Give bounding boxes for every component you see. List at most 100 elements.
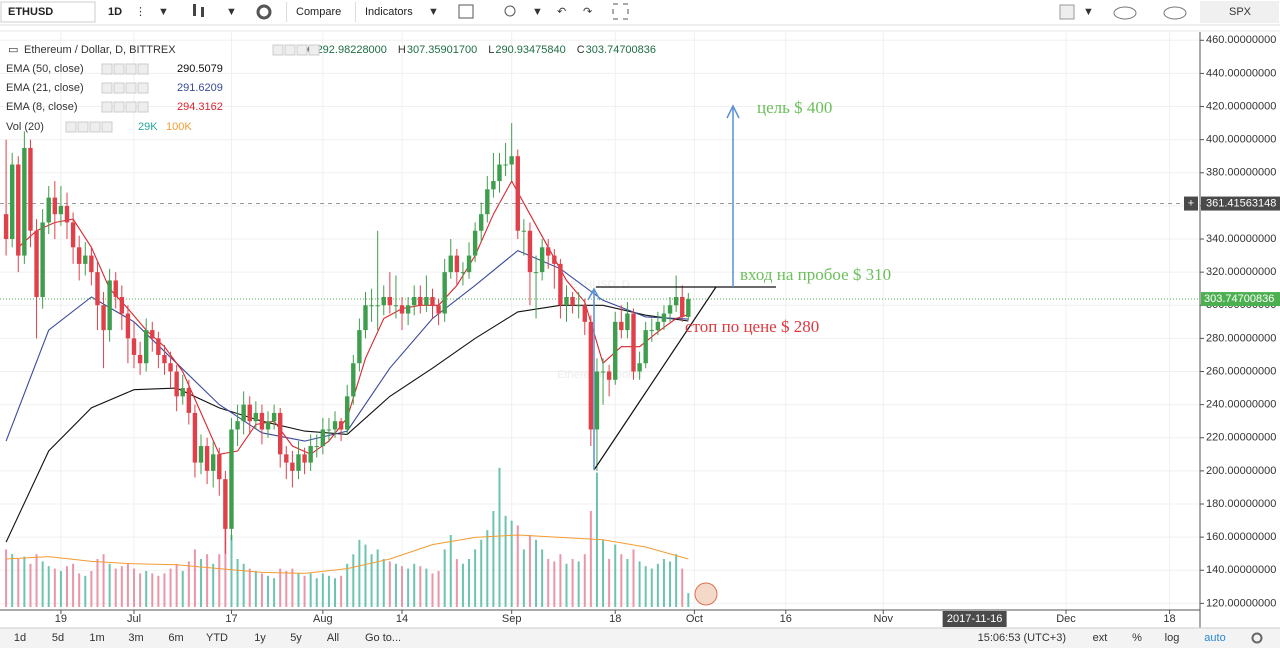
- volume-bar: [321, 573, 324, 607]
- volume-bar: [206, 554, 209, 607]
- legend-action-icon[interactable]: [137, 101, 149, 113]
- add-level-button[interactable]: [1184, 196, 1198, 211]
- range-button[interactable]: 5d: [52, 632, 64, 644]
- volume-bar: [407, 568, 410, 607]
- collapse-icon[interactable]: ▭: [8, 44, 18, 56]
- candle-body: [162, 354, 167, 364]
- legend-action-icon[interactable]: [125, 82, 137, 94]
- volume-bar: [382, 559, 385, 607]
- range-button[interactable]: 1d: [14, 632, 26, 644]
- volume-bar: [126, 563, 129, 607]
- volume-bar: [650, 568, 653, 607]
- range-button[interactable]: 5y: [290, 632, 302, 644]
- legend-action-icon[interactable]: [113, 101, 125, 113]
- range-button[interactable]: 3m: [128, 632, 143, 644]
- dropdown[interactable]: ▼: [428, 6, 439, 18]
- volume-bar: [11, 554, 14, 607]
- legend-action-icon[interactable]: [284, 44, 296, 56]
- candle-body: [3, 214, 9, 240]
- alert-icon[interactable]: [458, 4, 474, 19]
- cloud-upload[interactable]: [1163, 6, 1187, 20]
- candle-icon[interactable]: [201, 7, 204, 17]
- legend-action-icon[interactable]: [77, 121, 89, 133]
- candle-body: [107, 280, 112, 331]
- volume-pane: [5, 467, 690, 607]
- dropdown[interactable]: ▼: [532, 6, 543, 18]
- candle-body: [89, 255, 94, 273]
- menu-icon[interactable]: ⋮: [135, 6, 146, 18]
- range-button[interactable]: 1y: [254, 632, 266, 644]
- legend-action-icon[interactable]: [137, 82, 149, 94]
- candle-body: [667, 305, 673, 314]
- symbol[interactable]: ETHUSD: [8, 6, 53, 18]
- compare-button[interactable]: Compare: [296, 6, 341, 18]
- dropdown[interactable]: ▼: [226, 6, 237, 18]
- range-button[interactable]: YTD: [206, 632, 228, 644]
- candle-body: [673, 296, 679, 306]
- interval[interactable]: 1D: [108, 6, 122, 18]
- legend-action-icon[interactable]: [308, 44, 320, 56]
- scale-option[interactable]: %: [1132, 632, 1142, 644]
- candle-body: [509, 156, 514, 165]
- candle-body: [412, 296, 417, 306]
- y-tick-label: 400.00000000: [1206, 134, 1276, 146]
- legend-action-icon[interactable]: [101, 101, 113, 113]
- spx-box[interactable]: [1200, 1, 1279, 23]
- arrow-head: [726, 104, 740, 119]
- redo[interactable]: ↷: [583, 6, 592, 18]
- scale-option[interactable]: auto: [1204, 632, 1225, 644]
- legend-action-icon[interactable]: [125, 101, 137, 113]
- volume-bar: [35, 554, 38, 607]
- goto-button[interactable]: Go to...: [365, 632, 401, 644]
- y-tick-label: 160.00000000: [1206, 531, 1276, 543]
- color-box[interactable]: [1059, 4, 1075, 20]
- candle-icon[interactable]: [193, 4, 196, 16]
- theme-icon[interactable]: [504, 5, 516, 17]
- candle-body: [442, 272, 447, 314]
- legend-action-icon[interactable]: [65, 121, 77, 133]
- legend-action-icon[interactable]: [137, 63, 149, 75]
- undo[interactable]: ↶: [557, 6, 566, 18]
- y-tick-label: 420.00000000: [1206, 100, 1276, 112]
- legend-action-icon[interactable]: [101, 121, 113, 133]
- volume-bar: [242, 563, 245, 607]
- plot: ETHUSD, D Ethereum / Dollar цель $ 400 в…: [0, 98, 1200, 607]
- x-tick-label: Dec: [1056, 613, 1076, 625]
- legend-action-icon[interactable]: [89, 121, 101, 133]
- legend-action-icon[interactable]: [296, 44, 308, 56]
- candle-body: [405, 305, 411, 314]
- symbol-box[interactable]: [0, 1, 96, 23]
- candle-body: [564, 296, 569, 306]
- legend-action-icon[interactable]: [101, 63, 113, 75]
- range-button[interactable]: 1m: [89, 632, 104, 644]
- volume-bar: [53, 568, 56, 607]
- scale-option[interactable]: ext: [1093, 632, 1108, 644]
- volume-bar: [212, 563, 215, 607]
- dropdown[interactable]: ▼: [158, 6, 169, 18]
- dropdown[interactable]: ▼: [1083, 6, 1094, 18]
- range-button[interactable]: 6m: [168, 632, 183, 644]
- indicators-button[interactable]: Indicators: [365, 6, 413, 18]
- volume-bar: [200, 559, 203, 607]
- candle-body: [131, 338, 137, 355]
- settings-icon[interactable]: [256, 4, 272, 20]
- cloud-download[interactable]: [1113, 6, 1137, 20]
- legend-action-icon[interactable]: [101, 82, 113, 94]
- legend-action-icon[interactable]: [272, 44, 284, 56]
- legend-action-icon[interactable]: [125, 63, 137, 75]
- settings-icon[interactable]: [1251, 632, 1263, 644]
- volume-bar: [72, 563, 75, 607]
- spx[interactable]: SPX: [1229, 6, 1252, 18]
- fullscreen-icon[interactable]: [612, 3, 629, 20]
- candle-body: [479, 214, 484, 231]
- range-button[interactable]: All: [327, 632, 339, 644]
- last-price-box: [1201, 292, 1280, 307]
- legend-action-icon[interactable]: [113, 63, 125, 75]
- y-tick-label: 120.00000000: [1206, 597, 1276, 609]
- legend-action-icon[interactable]: [113, 82, 125, 94]
- axes: 120.00000000 140.00000000 160.00000000 180.…: [55, 34, 1280, 627]
- volume-bar: [681, 568, 684, 607]
- flag-badge[interactable]: [694, 582, 718, 606]
- scale-option[interactable]: log: [1165, 632, 1180, 644]
- add-level-icon[interactable]: +: [1188, 197, 1194, 209]
